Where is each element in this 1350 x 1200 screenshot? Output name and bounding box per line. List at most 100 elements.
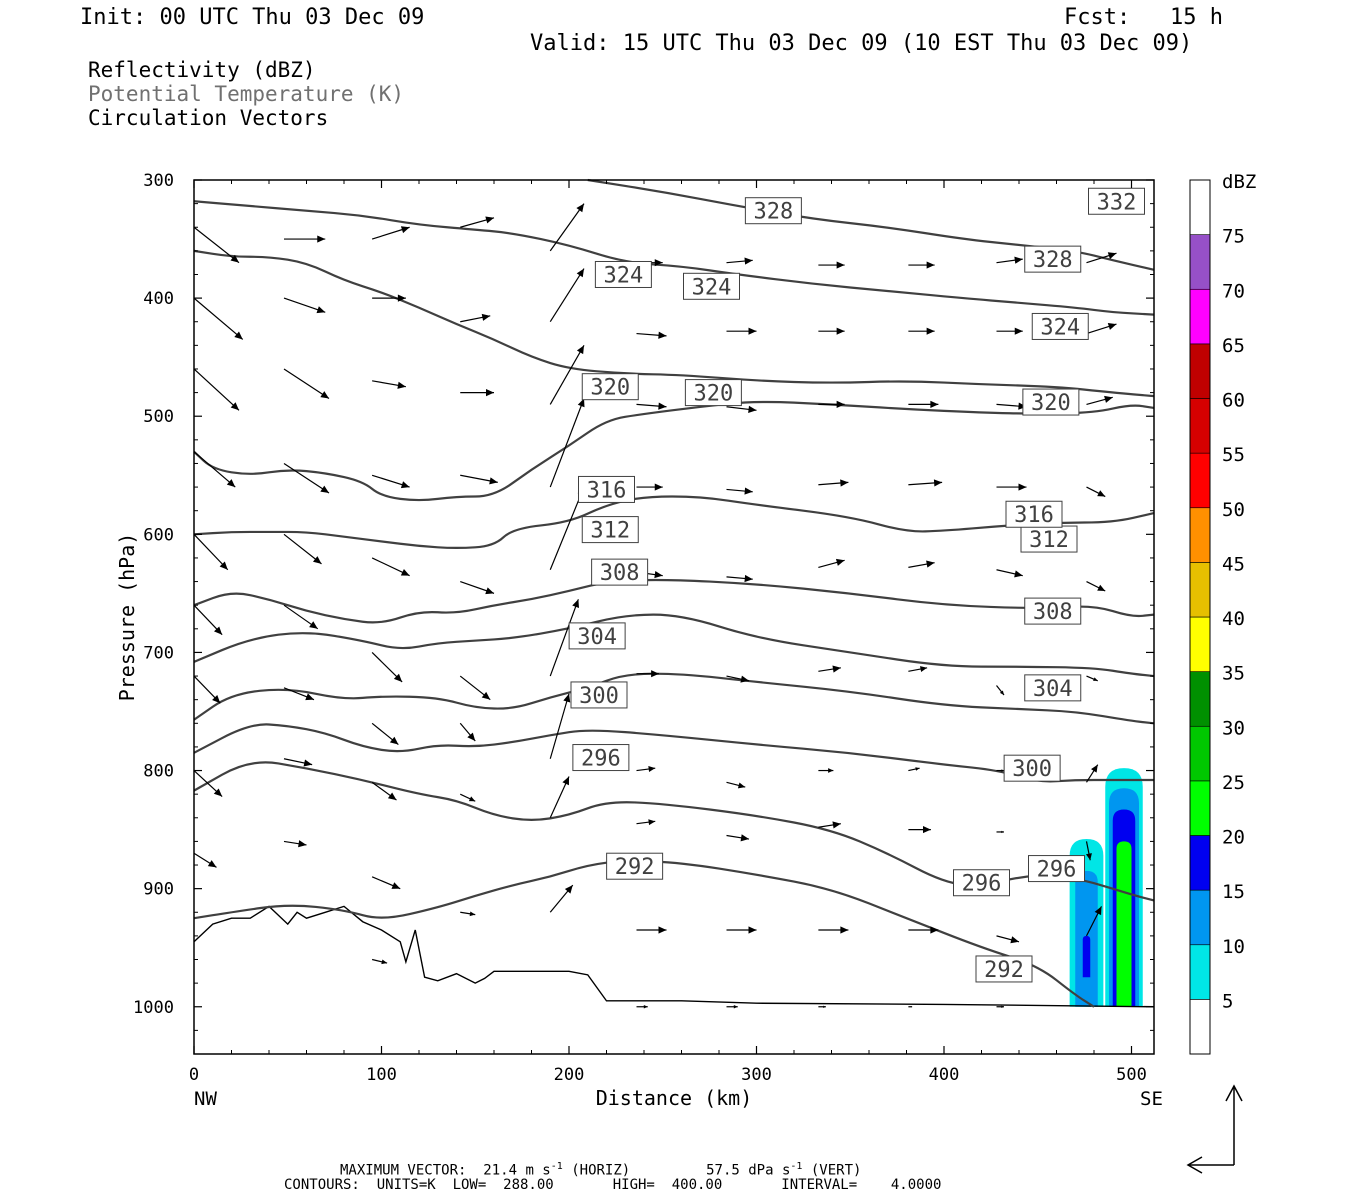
theta-contour-324 (193, 249, 1155, 398)
x-tick-label: 100 (366, 1065, 397, 1085)
vector-arrow (549, 203, 585, 252)
vector-head (748, 926, 757, 934)
vector-arrow (996, 402, 1027, 410)
vector-head (1097, 490, 1106, 497)
vector-head (836, 261, 845, 269)
vector-head (213, 788, 223, 797)
vector-arrow (549, 599, 580, 677)
vector-arrow (1086, 395, 1113, 405)
vector-arrow (726, 405, 757, 413)
vector-arrow (372, 380, 406, 389)
max-vert-tag: (VERT) (810, 1162, 862, 1179)
vector-arrow (283, 368, 330, 400)
vector-head (576, 268, 584, 278)
vector-head (1001, 1005, 1004, 1008)
x-tick-label: 300 (741, 1065, 772, 1085)
vector-arrow (726, 1004, 738, 1009)
contour-label-box (1031, 312, 1089, 340)
vector-head (1094, 906, 1102, 916)
vector-shaft (549, 398, 585, 488)
vector-head (920, 666, 928, 672)
contour-label-box (1020, 525, 1078, 553)
vector-head (930, 400, 939, 409)
vector-arrow (371, 722, 399, 746)
vector-head (1014, 256, 1023, 264)
colorbar-swatch (1189, 780, 1211, 836)
vector-head (312, 556, 322, 564)
vector-head (481, 313, 491, 321)
colorbar-label: 5 (1222, 990, 1233, 1012)
reflectivity-title: Reflectivity (dBZ) (88, 58, 316, 82)
max-vector-label: MAXIMUM VECTOR: (340, 1162, 467, 1179)
vector-arrow (908, 261, 935, 269)
vector-head (576, 345, 584, 355)
vector-head (467, 732, 476, 742)
max-horiz-exp: -1 (550, 1161, 563, 1172)
contour-label-box (744, 197, 802, 225)
contour-label: 304 (577, 625, 617, 650)
vector-arrow (908, 327, 935, 335)
vector-head (391, 882, 401, 889)
contour-label-box (684, 379, 742, 407)
reference-vector-icon (1186, 1084, 1243, 1174)
theta-title: Potential Temperature (K) (88, 82, 405, 106)
vector-arrow (459, 722, 476, 742)
vector-arrow (193, 533, 229, 571)
vector-head (648, 819, 656, 826)
contour-label: 316 (587, 478, 627, 503)
vector-arrow (193, 368, 240, 411)
vector-arrow (908, 926, 939, 934)
vector-shaft (549, 203, 585, 252)
vector-arrow (283, 297, 326, 314)
vector-arrow (193, 852, 217, 868)
vector-head (840, 479, 849, 487)
vector-arrow (1086, 675, 1098, 682)
theta-contour-296 (193, 761, 1155, 902)
vector-arrow (818, 327, 845, 335)
colorbar-label: 75 (1222, 226, 1245, 248)
contour-label: 316 (1014, 503, 1054, 528)
vector-arrow (726, 834, 750, 842)
vector-head (1014, 570, 1023, 578)
vector-head (400, 568, 410, 576)
vector-arrow (193, 770, 223, 797)
vector-head (1001, 830, 1004, 834)
vector-head (748, 327, 757, 335)
contour-label: 320 (1031, 391, 1071, 416)
contour-label: 328 (754, 200, 794, 225)
vector-head (389, 736, 399, 745)
colorbar-label: 25 (1222, 772, 1245, 794)
vector-arrow (549, 345, 585, 405)
vector-arrow (818, 479, 849, 487)
vector-head (230, 254, 239, 263)
colorbar-label: 55 (1222, 444, 1245, 466)
vector-arrow (996, 483, 1027, 491)
vector-arrow (371, 652, 403, 683)
reflectivity-core (1082, 935, 1091, 978)
vector-arrow (636, 766, 656, 772)
vector-arrow (371, 876, 401, 890)
vector-arrow (996, 1005, 1004, 1008)
vector-arrow (549, 398, 585, 488)
vector-shaft (193, 368, 240, 411)
y-tick-label: 700 (143, 643, 174, 663)
theta-contour-312 (193, 578, 1155, 624)
contour-label-box (578, 475, 635, 503)
vector-head (486, 388, 494, 397)
vector-arrow (549, 693, 571, 759)
vector-arrow (818, 1005, 826, 1008)
vector-arrow (459, 793, 476, 802)
vector-head (305, 693, 314, 701)
colorbar-swatch (1189, 234, 1211, 290)
vector-shaft (193, 297, 244, 340)
vector-head (832, 821, 841, 829)
vector-arrow (283, 462, 330, 494)
vector-head (485, 216, 494, 224)
x-left-label: NW (194, 1088, 217, 1110)
colorbar-swatch (1189, 671, 1211, 727)
vector-head (400, 226, 410, 234)
contour-label-box (1024, 674, 1082, 702)
x-right-label: SE (1140, 1088, 1163, 1110)
contour-label: 324 (604, 263, 644, 288)
x-tick-label: 500 (1116, 1065, 1147, 1085)
